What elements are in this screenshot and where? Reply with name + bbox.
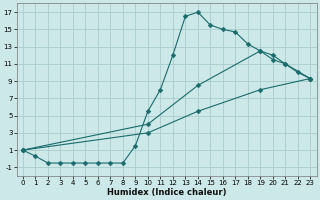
- X-axis label: Humidex (Indice chaleur): Humidex (Indice chaleur): [107, 188, 226, 197]
